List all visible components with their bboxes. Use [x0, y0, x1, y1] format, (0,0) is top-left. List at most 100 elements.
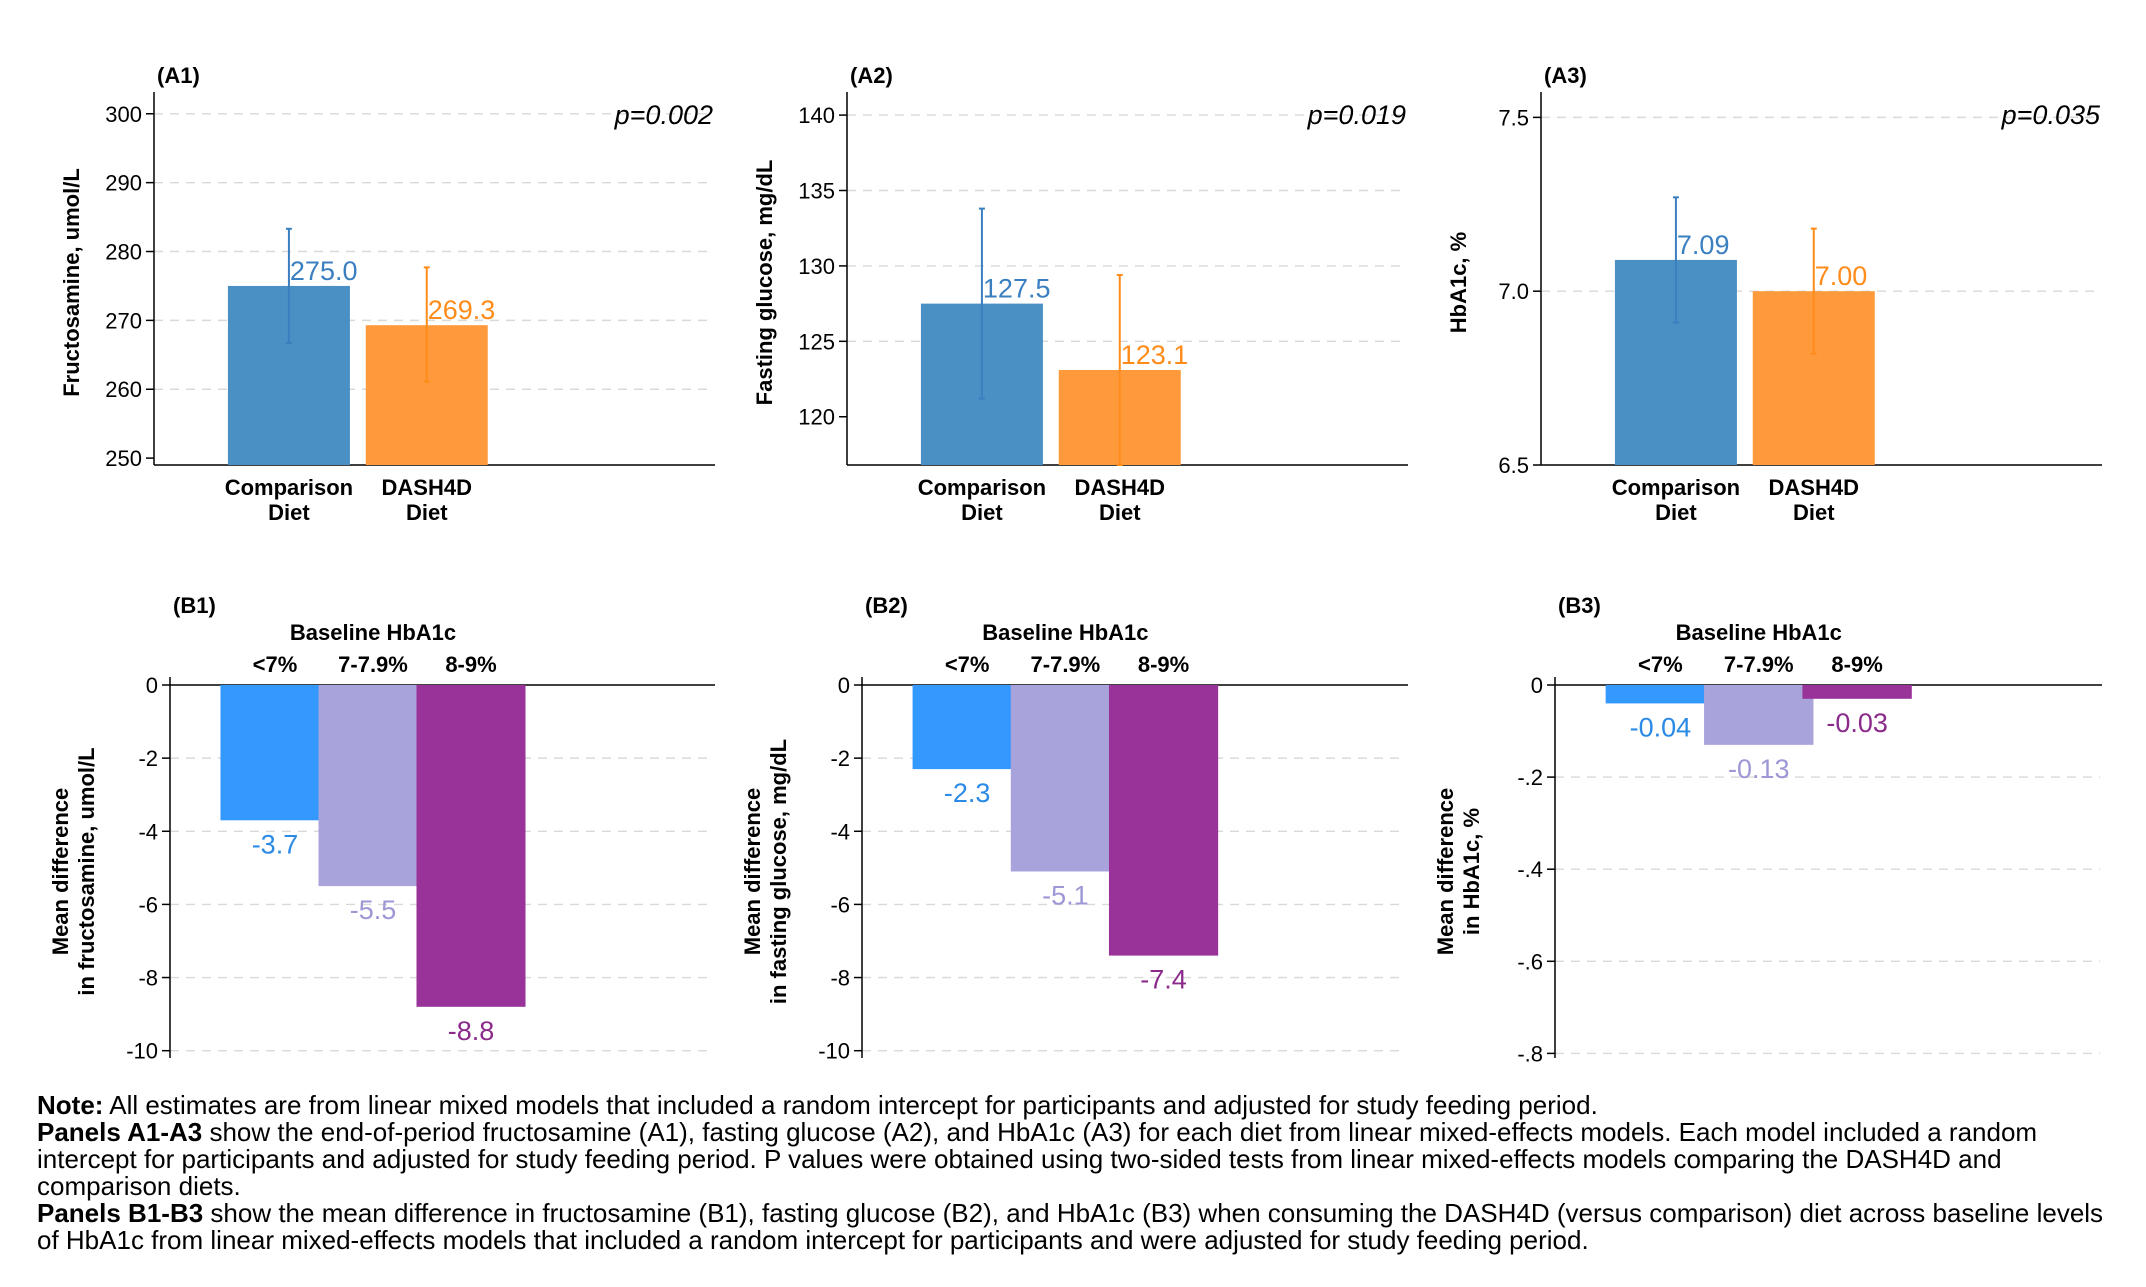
A3-category-label: Diet: [1793, 500, 1835, 525]
A3-ytick-label: 7.5: [1498, 105, 1529, 130]
A2-value-label: 123.1: [1121, 340, 1189, 370]
B3-bar-1: [1704, 685, 1814, 745]
B3-ytick-label: -.4: [1517, 857, 1543, 882]
B1-y-axis-title: Mean difference: [48, 788, 73, 956]
B3-y-axis-title: in HbA1c, %: [1459, 808, 1484, 935]
A1-category-label: Comparison: [225, 475, 353, 500]
B2-bar-1: [1010, 685, 1120, 872]
B2-category-label: 8-9%: [1138, 652, 1189, 677]
B1-ytick-label: -8: [138, 966, 158, 991]
B3-category-label: 8-9%: [1831, 652, 1882, 677]
A2-category-label: DASH4D: [1075, 475, 1165, 500]
A3-value-label: 7.09: [1677, 230, 1730, 260]
B2-ytick-label: -10: [818, 1039, 850, 1064]
A3-p-value: p=0.035: [2001, 100, 2101, 130]
A1-y-axis-title: Fructosamine, umol/L: [59, 168, 84, 397]
B1-group-title: Baseline HbA1c: [290, 620, 456, 645]
A2-category-label: Diet: [1099, 500, 1141, 525]
A3-category-label: Diet: [1655, 500, 1697, 525]
B3-value-label: -0.04: [1630, 712, 1692, 742]
B3-ytick-label: -.2: [1517, 765, 1543, 790]
B3-value-label: -0.13: [1728, 754, 1790, 784]
A2-category-label: Comparison: [918, 475, 1046, 500]
A2-ytick-label: 135: [798, 178, 835, 203]
A2-panel-label: (A2): [850, 63, 893, 88]
B2-y-axis-title: Mean difference: [740, 788, 765, 956]
note-text: show the end-of-period fructosamine (A1)…: [37, 1117, 2038, 1201]
B2-ytick-label: -4: [830, 819, 850, 844]
A2-ytick-label: 120: [798, 405, 835, 430]
A1-ytick-label: 260: [105, 377, 142, 402]
B2-ytick-label: -6: [830, 892, 850, 917]
B2-ytick-label: 0: [838, 673, 850, 698]
A2-category-label: Diet: [961, 500, 1003, 525]
B2-value-label: -2.3: [944, 778, 991, 808]
A1-category-label: DASH4D: [382, 475, 472, 500]
B2-group-title: Baseline HbA1c: [982, 620, 1148, 645]
note-lead: Note:: [37, 1090, 104, 1120]
B3-bar-0: [1605, 685, 1716, 704]
A3-ytick-label: 7.0: [1498, 279, 1529, 304]
A2-ytick-label: 130: [798, 254, 835, 279]
B2-category-label: <7%: [945, 652, 990, 677]
A2-y-axis-title: Fasting glucose, mg/dL: [752, 160, 777, 406]
A1-p-value: p=0.002: [614, 100, 713, 130]
B1-panel-label: (B1): [173, 593, 216, 618]
B1-ytick-label: -6: [138, 892, 158, 917]
B3-bar-2: [1802, 685, 1912, 699]
A3-category-label: DASH4D: [1769, 475, 1859, 500]
B2-ytick-label: -2: [830, 746, 850, 771]
B2-bar-2: [1108, 685, 1219, 956]
A2-value-label: 127.5: [983, 274, 1051, 304]
B2-bar-0: [912, 685, 1022, 770]
figure-canvas: 250260270280290300(A1)275.0ComparisonDie…: [48, 63, 2102, 1066]
note-text: All estimates are from linear mixed mode…: [103, 1090, 1598, 1120]
B1-category-label: 7-7.9%: [338, 652, 408, 677]
B1-value-label: -8.8: [448, 1016, 495, 1046]
note-line-panels-b: Panels B1-B3 show the mean difference in…: [37, 1200, 2127, 1254]
B2-value-label: -5.1: [1042, 881, 1089, 911]
B2-category-label: 7-7.9%: [1031, 652, 1101, 677]
B1-bar-1: [318, 685, 428, 887]
A2-ytick-label: 125: [798, 329, 835, 354]
A1-ytick-label: 280: [105, 240, 142, 265]
B2-y-axis-title: in fasting glucose, mg/dL: [766, 739, 791, 1004]
B3-value-label: -0.03: [1826, 708, 1888, 738]
A1-panel-label: (A1): [157, 63, 200, 88]
B3-ytick-label: -.8: [1517, 1041, 1543, 1066]
B1-ytick-label: -2: [138, 746, 158, 771]
A1-category-label: Diet: [268, 500, 310, 525]
B3-category-label: 7-7.9%: [1724, 652, 1794, 677]
A3-panel-label: (A3): [1544, 63, 1587, 88]
B3-panel-label: (B3): [1558, 593, 1601, 618]
A3-category-label: Comparison: [1612, 475, 1740, 500]
B2-panel-label: (B2): [865, 593, 908, 618]
A1-value-label: 269.3: [428, 295, 496, 325]
B1-bar-2: [416, 685, 526, 1007]
A1-value-label: 275.0: [290, 256, 358, 286]
B3-y-axis-title: Mean difference: [1433, 788, 1458, 956]
B3-ytick-label: 0: [1531, 673, 1543, 698]
note-text: show the mean difference in fructosamine…: [37, 1198, 2104, 1255]
B1-value-label: -5.5: [350, 895, 397, 925]
B3-category-label: <7%: [1638, 652, 1683, 677]
note-lead: Panels B1-B3: [37, 1198, 204, 1228]
B1-bar-0: [220, 685, 330, 821]
figure-note: Note: All estimates are from linear mixe…: [37, 1092, 2127, 1254]
B1-ytick-label: 0: [146, 673, 158, 698]
B3-group-title: Baseline HbA1c: [1676, 620, 1842, 645]
A3-value-label: 7.00: [1815, 261, 1868, 291]
B1-ytick-label: -4: [138, 819, 158, 844]
A1-ytick-label: 290: [105, 171, 142, 196]
A1-ytick-label: 270: [105, 308, 142, 333]
B2-value-label: -7.4: [1140, 965, 1187, 995]
A1-ytick-label: 300: [105, 102, 142, 127]
B1-category-label: <7%: [253, 652, 298, 677]
note-line-general: Note: All estimates are from linear mixe…: [37, 1092, 2127, 1119]
A2-p-value: p=0.019: [1307, 100, 1406, 130]
B1-value-label: -3.7: [252, 829, 299, 859]
B3-ytick-label: -.6: [1517, 949, 1543, 974]
A2-ytick-label: 140: [798, 103, 835, 128]
A3-y-axis-title: HbA1c, %: [1446, 232, 1471, 333]
B1-ytick-label: -10: [126, 1039, 158, 1064]
